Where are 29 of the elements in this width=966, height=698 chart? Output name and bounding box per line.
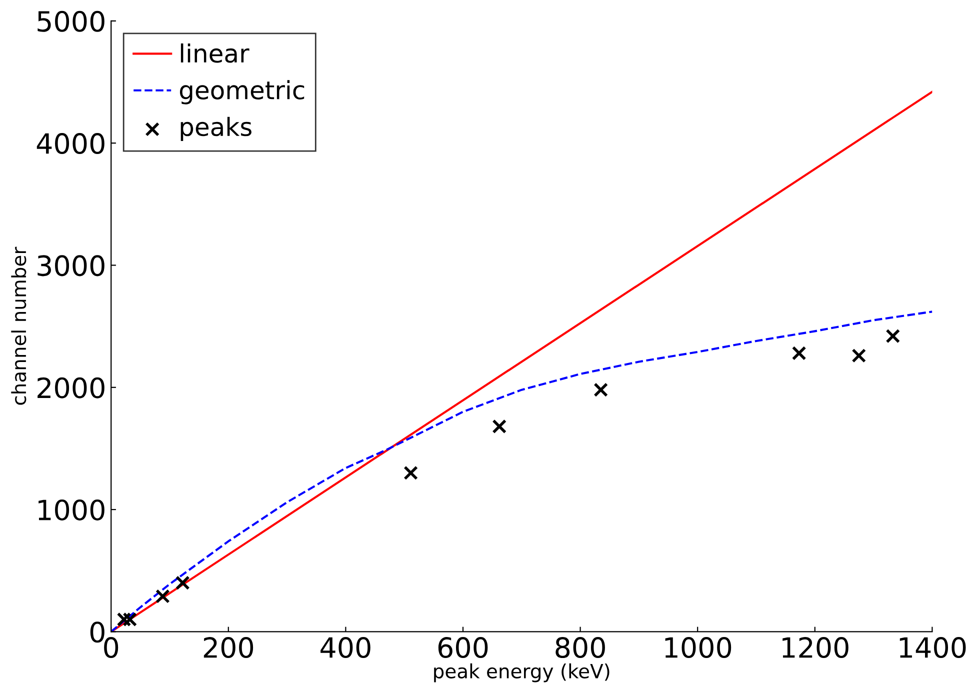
y-tick-label: 3000 xyxy=(38,255,104,276)
point xyxy=(122,612,138,627)
x-tick-label: 400 xyxy=(320,637,370,658)
point xyxy=(594,382,608,398)
y-tick-label: 0 xyxy=(90,622,104,643)
y-tick-label: 1000 xyxy=(38,499,104,520)
point xyxy=(156,589,170,604)
x-tick-label: 1400 xyxy=(900,637,966,658)
y-tick-label: 5000 xyxy=(38,10,104,32)
x-tick-label: 1200 xyxy=(782,637,848,658)
x-tick-label: 200 xyxy=(204,637,254,658)
x-tick-label: 0 xyxy=(104,637,118,658)
legend-label: geometric xyxy=(180,80,304,104)
x-tick-label: 800 xyxy=(556,637,605,658)
x-axis-title: peak energy (keV) xyxy=(434,663,610,682)
point xyxy=(492,419,507,434)
point xyxy=(175,576,190,590)
y-tick-label: 4000 xyxy=(36,133,104,154)
x-tick-label: 1000 xyxy=(665,637,732,658)
point xyxy=(116,612,132,627)
y-tick-label: 2000 xyxy=(38,377,104,398)
point xyxy=(404,466,418,480)
point xyxy=(852,348,866,363)
legend-label: linear xyxy=(180,43,250,63)
x-tick-label: 600 xyxy=(438,637,488,658)
legend-label: peaks xyxy=(180,116,252,142)
point xyxy=(886,328,900,344)
point xyxy=(792,346,806,360)
y-axis-title: channel number xyxy=(11,246,26,405)
